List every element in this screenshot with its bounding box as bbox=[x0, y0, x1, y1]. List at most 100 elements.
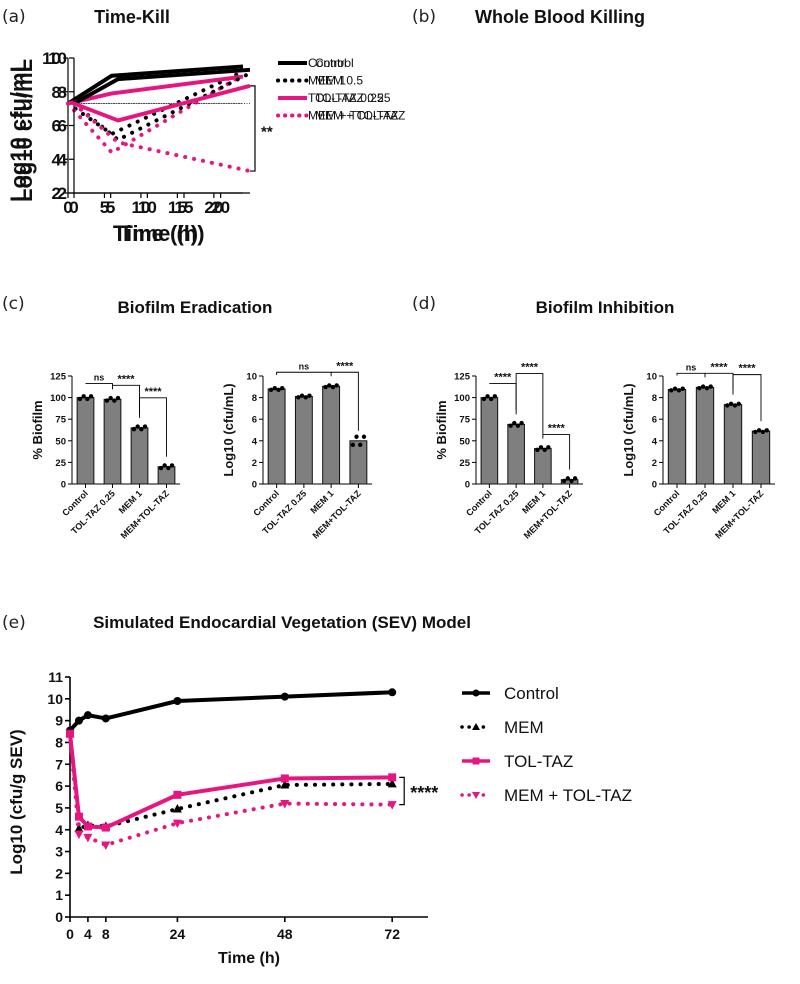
y-tick-label: 50 bbox=[55, 436, 66, 447]
y-tick-label: 0 bbox=[652, 480, 657, 491]
data-point bbox=[74, 830, 84, 840]
legend-label: MEM 0.5 bbox=[315, 74, 363, 88]
data-point bbox=[323, 384, 328, 390]
y-tick-label: 10 bbox=[48, 49, 67, 68]
y-tick-label: 4 bbox=[252, 436, 258, 447]
data-point bbox=[139, 426, 144, 432]
bar bbox=[695, 386, 715, 485]
data-point bbox=[81, 394, 86, 399]
data-point bbox=[142, 424, 148, 429]
data-point bbox=[388, 773, 397, 782]
data-point bbox=[135, 424, 140, 429]
bar bbox=[480, 397, 499, 485]
y-tick-label: 6 bbox=[252, 415, 257, 426]
y-tick-label: 125 bbox=[454, 372, 471, 383]
legend-label: Control bbox=[504, 684, 559, 703]
chart-title-time-kill: Time-Kill bbox=[94, 7, 170, 27]
panel-label-e: (e) bbox=[2, 613, 26, 633]
data-point bbox=[756, 428, 762, 433]
y-tick-label: 25 bbox=[459, 458, 470, 469]
y-tick-label: 0 bbox=[252, 480, 257, 491]
data-point bbox=[669, 388, 674, 393]
data-point bbox=[303, 395, 308, 400]
x-tick-label: 0 bbox=[63, 198, 72, 217]
panel-label-b: (b) bbox=[412, 7, 436, 27]
data-point bbox=[172, 819, 182, 829]
significance-label: ** bbox=[261, 123, 273, 140]
data-point bbox=[115, 395, 121, 401]
x-axis-label: Time (h) bbox=[113, 221, 198, 246]
data-point bbox=[565, 476, 571, 481]
data-point bbox=[280, 692, 289, 701]
y-tick-label: 50 bbox=[459, 436, 470, 447]
x-tick-label: 10 bbox=[138, 198, 157, 217]
y-tick-label: 10 bbox=[42, 49, 61, 68]
significance-label: ns bbox=[94, 373, 105, 383]
data-point bbox=[83, 833, 93, 843]
x-tick-label: 10 bbox=[131, 198, 150, 217]
series-line-mem-1 bbox=[66, 69, 245, 136]
y-tick-label: 4 bbox=[52, 150, 62, 169]
panel-label-a: (a) bbox=[2, 7, 26, 27]
data-point bbox=[542, 447, 547, 453]
data-point bbox=[173, 697, 182, 705]
y-tick-label: 9 bbox=[55, 713, 63, 729]
data-point bbox=[162, 463, 167, 468]
x-tick-label: MEM+TOL-TAZ bbox=[713, 488, 766, 541]
y-axis-label: % Biofilm bbox=[434, 400, 449, 459]
significance-bracket bbox=[276, 371, 332, 377]
x-tick-label: MEM+TOL-TAZ bbox=[522, 488, 575, 541]
y-tick-label: 0 bbox=[61, 480, 66, 491]
significance-bracket bbox=[331, 371, 359, 431]
significance-label: ns bbox=[686, 362, 697, 372]
data-point bbox=[481, 396, 487, 402]
significance-label: **** bbox=[336, 360, 354, 372]
data-point bbox=[296, 395, 301, 400]
panel-label-c: (c) bbox=[2, 294, 25, 314]
data-point bbox=[488, 396, 494, 402]
chart-title-sev-model: Simulated Endocardial Vegetation (SEV) M… bbox=[93, 613, 471, 632]
data-point bbox=[519, 420, 524, 426]
data-point bbox=[508, 423, 513, 428]
data-point bbox=[169, 463, 175, 468]
bar bbox=[534, 448, 552, 485]
y-axis-label: Log10 (cfu/g SEV) bbox=[7, 729, 26, 874]
series-line-control bbox=[66, 64, 244, 106]
data-point bbox=[280, 780, 290, 789]
legend-label: Control bbox=[308, 56, 347, 70]
data-point bbox=[65, 730, 75, 739]
y-tick-label: 3 bbox=[55, 844, 63, 860]
data-point bbox=[299, 393, 305, 398]
data-point bbox=[561, 478, 567, 484]
y-tick-label: 10 bbox=[246, 372, 257, 383]
data-point bbox=[697, 385, 702, 391]
data-point bbox=[512, 420, 517, 426]
data-point bbox=[172, 804, 182, 813]
x-tick-label: 15 bbox=[175, 198, 194, 217]
data-point bbox=[538, 445, 544, 450]
bar bbox=[130, 427, 149, 485]
legend-marker bbox=[472, 723, 480, 730]
data-point bbox=[753, 429, 758, 435]
data-point bbox=[334, 383, 339, 388]
data-point bbox=[83, 711, 92, 720]
significance-bracket bbox=[515, 373, 544, 439]
data-point bbox=[708, 384, 713, 389]
chart-title-whole-blood: Whole Blood Killing bbox=[475, 7, 645, 27]
data-point bbox=[492, 394, 498, 399]
data-point bbox=[704, 385, 710, 391]
y-axis-label: % Biofilm bbox=[30, 400, 45, 459]
y-tick-label: 6 bbox=[52, 117, 61, 136]
y-tick-label: 25 bbox=[55, 458, 66, 469]
series-line-control bbox=[68, 690, 393, 732]
legend-label: MEM bbox=[504, 718, 544, 737]
y-tick-label: 6 bbox=[652, 415, 657, 426]
data-point bbox=[354, 434, 359, 439]
significance-bracket bbox=[85, 383, 113, 390]
x-tick-label: 48 bbox=[277, 926, 293, 942]
data-point bbox=[515, 423, 521, 428]
y-tick-label: 6 bbox=[58, 117, 67, 136]
